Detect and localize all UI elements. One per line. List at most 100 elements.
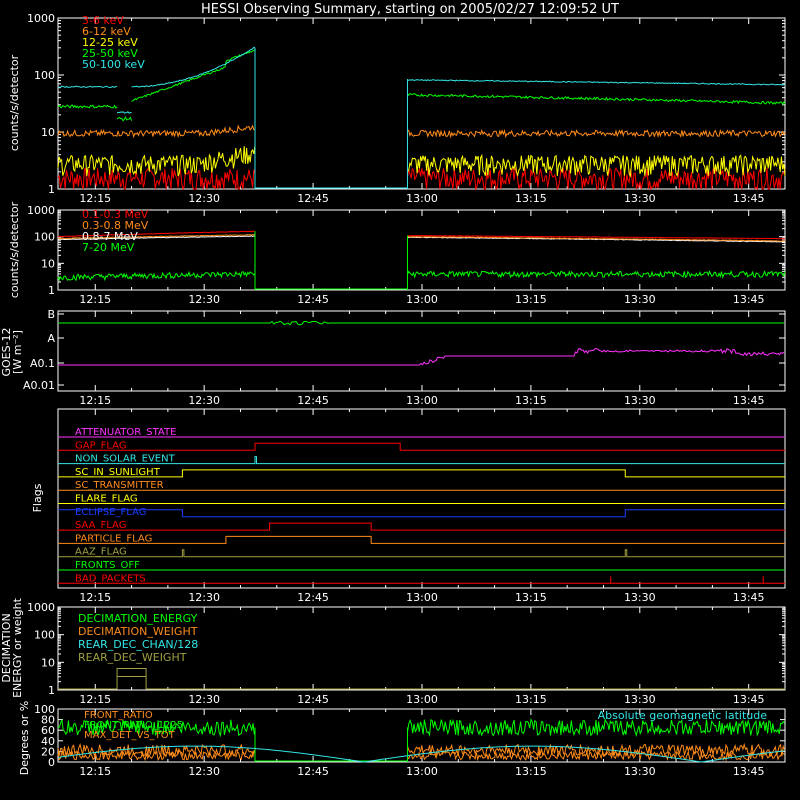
p3-y-label: GOES-12 [0,327,13,376]
p4-flag-label: FLARE_FLAG [75,494,138,505]
p6-legend-entry: FRONT_RATIO_1225 [84,720,183,731]
p1-x-tick-label: 13:00 [406,192,438,205]
p2-x-tick-label: 13:45 [733,293,765,306]
p4-flag-label: SC_TRANSMITTER [75,480,164,491]
p6-y-tick-label: 0 [48,756,55,769]
p1-y-tick-label: 1000 [27,12,55,25]
p4-flag-label: NON_SOLAR_EVENT [75,454,176,465]
p1-series-6-12-kev [57,124,786,139]
p5-legend-entry: REAR_DEC_CHAN/128 [78,638,198,651]
p2-series-0.8-7-mev [58,235,786,243]
p2-legend-entry: 0.8-7 MeV [82,230,138,243]
p6-series-max-det-vs-tot [57,749,785,762]
p1-y-tick-label: 10 [41,126,55,139]
p2-x-tick-label: 13:15 [515,293,547,306]
p6-y-tick-label: 20 [41,745,55,758]
p1-x-tick-label: 13:30 [624,192,656,205]
p5-x-tick-label: 12:45 [297,693,329,706]
p4-flag-label: AAZ_FLAG [75,547,127,558]
p4-flag-line [58,509,785,518]
p4-flag-line [58,442,785,451]
p5-legend-entry: REAR_DEC_WEIGHT [78,651,187,664]
p4-x-tick-label: 13:45 [733,591,765,604]
p1-series-50-100-kev [57,46,786,114]
p5-x-tick-label: 13:30 [624,693,656,706]
p1-x-tick-label: 13:45 [733,192,765,205]
p2-legend-entry: 7-20 MeV [82,241,135,254]
p4-flag-label: SAA_FLAG [75,520,126,531]
p2-y-tick-label: 10 [41,257,55,270]
p1-y-tick-label: 1 [48,183,55,196]
p1-legend-entry: 3-6 keV [82,14,124,27]
p2-x-tick-label: 13:00 [406,293,438,306]
p1-x-tick-label: 13:15 [515,192,547,205]
p3-x-tick-label: 13:45 [733,394,765,407]
p2-y-tick-label: 100 [34,231,55,244]
p5-x-tick-label: 12:15 [79,693,111,706]
p5-x-tick-label: 12:30 [188,693,220,706]
p4-flag-label: BAD_PACKETS [75,573,146,584]
p6-x-tick-label: 12:45 [297,765,329,778]
p1-x-tick-label: 12:15 [79,192,111,205]
p2-legend-entry: 0.1-0.3 MeV [82,208,149,221]
p6-series-front-ratio-1225 [57,718,785,738]
p4-flag-line [58,535,785,544]
p4-flag-label: PARTICLE_FLAG [75,533,152,544]
p2-x-tick-label: 12:30 [188,293,220,306]
p5-x-tick-label: 13:15 [515,693,547,706]
p1-legend-entry: 6-12 keV [82,25,131,38]
p3-x-tick-label: 12:30 [188,394,220,407]
p1-series-12-25-kev [57,145,786,178]
p5-x-tick-label: 13:00 [406,693,438,706]
p4-x-tick-label: 13:00 [406,591,438,604]
p4-x-tick-label: 13:15 [515,591,547,604]
p1-y-tick-label: 100 [34,69,55,82]
p1-series-3-6-kev [57,166,786,191]
p5-y-tick-label: 1 [48,684,55,697]
p3-y-tick-label: A0.01 [23,379,55,392]
p4-flag-label: FRONTS_OFF [75,560,140,571]
p4-flag-line [58,576,785,584]
p2-x-tick-label: 12:45 [297,293,329,306]
p2-series-0.3-0.8-mev [57,234,786,242]
p6-y-tick-label: 60 [41,724,55,737]
p4-flag-line [58,522,785,531]
p2-x-tick-label: 13:30 [624,293,656,306]
p4-x-tick-label: 12:15 [79,591,111,604]
p1-x-tick-label: 12:30 [188,192,220,205]
p6-y-tick-label: 80 [41,714,55,727]
p6-annotation: Absolute geomagnetic latitude [598,709,768,722]
p5-y-label: ENERGY or weight [11,597,24,697]
p5-legend-entry: DECIMATION_WEIGHT [78,625,198,638]
p4-x-tick-label: 12:30 [188,591,220,604]
p4-flag-label: ATTENUATOR_STATE [75,427,176,438]
p3-x-tick-label: 13:30 [624,394,656,407]
p6-x-tick-label: 13:30 [624,765,656,778]
p6-series-geomagnetic-latitude [57,745,785,763]
p4-flag-line [58,469,785,478]
p2-y-tick-label: 1 [48,284,55,297]
p6-y-label: Degrees or % [18,701,31,775]
p6-x-tick-label: 13:45 [733,765,765,778]
p3-series-long [58,320,784,326]
p3-x-tick-label: 13:15 [515,394,547,407]
p4-flag-label: ECLIPSE_FLAG [75,507,146,518]
p5-y-tick-label: 1000 [27,601,55,614]
p6-legend-entry: FRONT_RATIO [84,710,153,721]
p2-series-0.1-0.3-mev [57,230,786,240]
p6-y-tick-label: 40 [41,735,55,748]
p5-legend-entry: DECIMATION_ENERGY [78,612,198,625]
p2-x-tick-label: 12:15 [79,293,111,306]
p3-x-tick-label: 13:00 [406,394,438,407]
p4-x-tick-label: 13:30 [624,591,656,604]
p4-flag-line [58,456,785,465]
p3-x-tick-label: 12:15 [79,394,111,407]
p1-legend-entry: 12-25 keV [82,36,138,49]
p5-y-label: DECIMATION [0,613,13,682]
p2-series-7-20-mev [57,270,786,282]
p1-legend-entry: 50-100 keV [82,58,145,71]
p5-x-tick-label: 13:45 [733,693,765,706]
p4-flag-label: GAP_FLAG [75,440,127,451]
p3-x-tick-label: 12:45 [297,394,329,407]
